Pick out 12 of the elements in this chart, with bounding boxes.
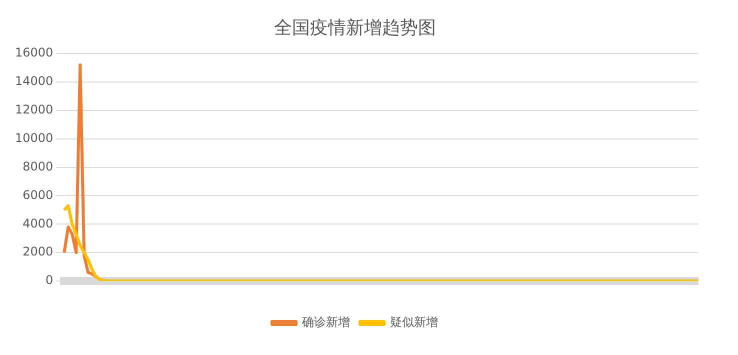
legend-label: 确诊新增 (301, 315, 350, 330)
y-tick-label: 14000 (14, 74, 54, 88)
y-tick-label: 4000 (22, 216, 54, 230)
y-tick-label: 10000 (14, 131, 54, 145)
chart-title: 全国疫情新增趋势图 (274, 17, 436, 38)
y-tick-label: 6000 (22, 188, 54, 202)
legend-label: 疑似新增 (390, 315, 438, 330)
y-tick-label: 8000 (22, 159, 54, 174)
y-tick-label: 2000 (22, 244, 54, 259)
y-tick-label: 12000 (14, 102, 54, 117)
y-tick-label: 0 (46, 273, 54, 288)
y-tick-label: 16000 (14, 46, 54, 60)
